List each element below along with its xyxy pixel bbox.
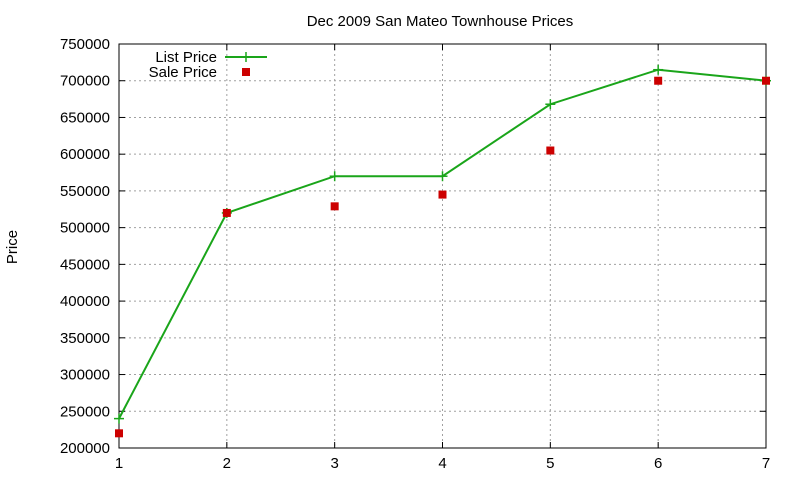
sale-price-point	[654, 76, 663, 85]
y-tick-label: 250000	[60, 403, 110, 420]
x-tick-label: 2	[223, 455, 231, 472]
y-tick-label: 350000	[60, 330, 110, 347]
grid	[119, 44, 766, 448]
sale-price-point	[330, 202, 339, 211]
y-tick-label: 200000	[60, 440, 110, 457]
list-price-point	[329, 171, 340, 182]
y-tick-label: 700000	[60, 73, 110, 90]
y-tick-label: 300000	[60, 367, 110, 384]
y-tick-label: 650000	[60, 109, 110, 126]
y-tick-label: 750000	[60, 36, 110, 53]
y-axis-label: Price	[4, 230, 21, 264]
y-tick-label: 550000	[60, 183, 110, 200]
x-tick-label: 5	[546, 455, 554, 472]
legend-swatch-sale-price	[242, 68, 250, 76]
sale-price-point	[438, 190, 447, 199]
axes: 200000 250000 300000 350000 400000 450000 5000…	[60, 36, 770, 472]
list-price-point	[653, 64, 664, 75]
sale-price-point	[546, 146, 555, 155]
x-tick-label: 6	[654, 455, 662, 472]
x-tick-label: 4	[438, 455, 446, 472]
legend-label-sale-price: Sale Price	[149, 64, 217, 81]
list-price-point	[437, 171, 448, 182]
sale-price-point	[762, 76, 770, 85]
y-tick-label: 450000	[60, 256, 110, 273]
y-tick-label: 400000	[60, 293, 110, 310]
y-tick-label: 500000	[60, 220, 110, 237]
y-tick-label: 600000	[60, 146, 110, 163]
list-price-point	[114, 413, 124, 424]
sale-price-point	[222, 208, 231, 217]
x-tick-label: 7	[762, 455, 770, 472]
x-tick-label: 3	[330, 455, 338, 472]
x-tick-label: 1	[115, 455, 123, 472]
series	[114, 64, 771, 438]
chart-title: Dec 2009 San Mateo Townhouse Prices	[307, 13, 574, 30]
legend-label-list-price: List Price	[155, 49, 217, 66]
list-price-point	[545, 99, 556, 110]
sale-price-point	[115, 429, 123, 438]
